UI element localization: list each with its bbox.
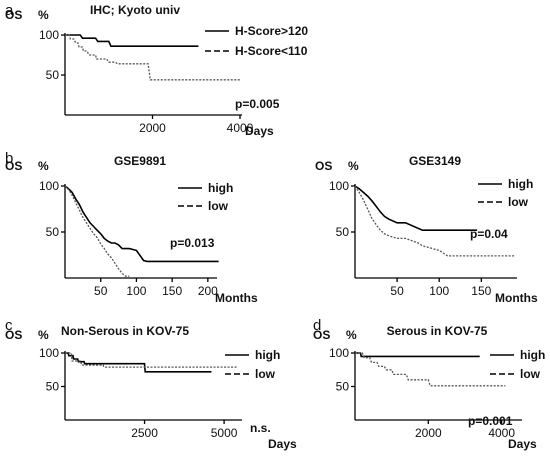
series-line-1	[65, 352, 237, 368]
y-tick-label: 100	[39, 346, 59, 360]
legend-label-0: high	[508, 177, 533, 191]
x-tick-label: 2000	[415, 426, 442, 440]
p-value: p=0.04	[470, 227, 508, 241]
panel-letter: a	[5, 2, 14, 19]
chart-title: Non-Serous in KOV-75	[61, 324, 189, 338]
x-tick-label: 4000	[227, 121, 254, 135]
legend-label-0: high	[208, 181, 233, 195]
chart-panel-c: cOS% Non-Serous in KOV-75 50 100 2500 5000 Day…	[5, 317, 297, 451]
p-value: p=0.005	[235, 97, 280, 111]
chart-title: IHC; Kyoto univ	[90, 3, 180, 17]
x-tick-label: 2500	[131, 426, 158, 440]
x-axis-label: Days	[508, 437, 537, 451]
p-value: n.s.	[250, 421, 271, 435]
series-line-0	[355, 352, 480, 358]
y-axis-unit: %	[38, 159, 49, 173]
chart-title: GSE9891	[114, 154, 166, 168]
chart-title: GSE3149	[409, 154, 461, 168]
panel-letter: c	[5, 317, 13, 334]
legend-label-0: high	[520, 348, 545, 362]
chart-panel-b2: OS% GSE3149 50 100 50 100 150 Months high low p=0.…	[315, 154, 538, 305]
y-axis-unit: %	[38, 328, 49, 342]
y-tick-label: 100	[329, 179, 349, 193]
series-line-1	[354, 185, 515, 257]
y-tick-label: 50	[336, 380, 350, 394]
x-tick-label: 200	[198, 284, 218, 298]
series-line-0	[65, 34, 199, 48]
y-tick-label: 50	[46, 225, 60, 239]
y-axis-unit: %	[38, 8, 49, 22]
x-axis-label: Days	[268, 437, 297, 451]
y-tick-label: 100	[39, 28, 59, 42]
y-tick-label: 100	[329, 346, 349, 360]
y-axis-label: OS	[315, 159, 332, 173]
x-tick-label: 100	[126, 284, 146, 298]
p-value: p=0.001	[468, 414, 513, 428]
x-tick-label: 150	[471, 284, 491, 298]
y-tick-label: 50	[336, 225, 350, 239]
y-tick-label: 100	[39, 179, 59, 193]
series-line-1	[355, 352, 506, 387]
y-axis-label: OS	[5, 8, 22, 22]
x-tick-label: 50	[94, 284, 108, 298]
y-tick-label: 50	[46, 380, 60, 394]
legend-label-1: low	[255, 367, 276, 381]
legend-label-0: high	[255, 348, 280, 362]
series-line-0	[64, 185, 219, 263]
y-axis-unit: %	[348, 159, 359, 173]
x-tick-label: 2000	[139, 121, 166, 135]
panel-letter: d	[313, 317, 321, 334]
x-tick-label: 50	[390, 284, 404, 298]
chart-title: Serous in KOV-75	[387, 324, 488, 338]
legend-label-1: low	[208, 199, 229, 213]
series-line-1	[65, 34, 240, 81]
legend-label-0: H-Score>120	[235, 24, 308, 38]
p-value: p=0.013	[170, 236, 215, 250]
y-axis-label: OS	[5, 159, 22, 173]
y-axis-unit: %	[346, 328, 357, 342]
legend-label-1: H-Score<110	[235, 44, 308, 58]
legend-label-1: low	[520, 367, 541, 381]
x-axis-label: Months	[495, 291, 538, 305]
y-axis-label: OS	[313, 328, 330, 342]
series-line-0	[354, 185, 478, 231]
x-tick-label: 5000	[211, 426, 238, 440]
y-axis-label: OS	[5, 328, 22, 342]
x-axis-label: Days	[245, 124, 274, 138]
panel-letter: b	[5, 150, 13, 167]
x-tick-label: 100	[429, 284, 449, 298]
y-tick-label: 50	[46, 68, 60, 82]
x-tick-label: 150	[162, 284, 182, 298]
legend-label-1: low	[508, 195, 529, 209]
x-axis-label: Months	[215, 291, 258, 305]
series-line-1	[64, 185, 130, 277]
series-line-0	[65, 352, 212, 373]
x-tick-label: 4000	[488, 426, 515, 440]
